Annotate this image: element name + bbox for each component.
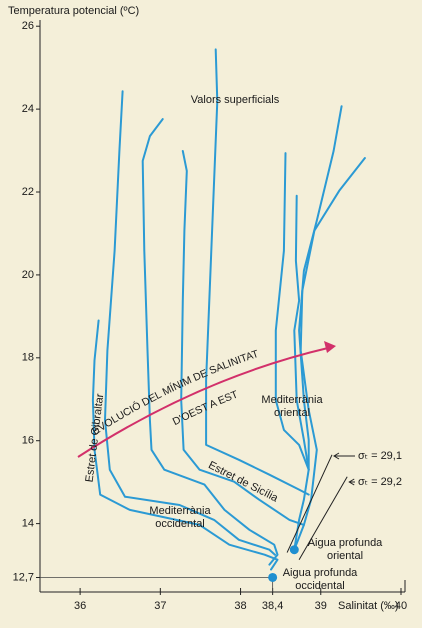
water-point [268,572,278,582]
x-tick-label: 39 [315,600,327,612]
water-point [289,545,299,555]
isopycnal-label: σₜ = 29,2 [358,476,402,488]
x-tick-label: 37 [154,600,166,612]
annotation: oriental [327,550,363,562]
annotation: Mediterrània [261,394,323,406]
curve [180,150,305,526]
curve [141,118,279,566]
trend-arrow [77,347,329,458]
annotation: Aigua profunda [308,537,383,549]
isopycnal [286,454,333,553]
y-axis-label: Temperatura potencial (ºC) [8,5,139,17]
isopycnal [298,476,348,560]
curve [274,152,310,471]
trend-arrowhead [324,341,336,353]
x-tick-label: 38,4 [262,600,283,612]
annotation: Aigua profunda [283,567,358,579]
curve [293,157,366,551]
x-tick-label: 36 [74,600,86,612]
annotation: occidental [295,580,345,592]
y-tick-label: 22 [22,186,34,198]
annotation: Mediterrània [149,505,211,517]
y-tick-label: 14 [22,518,34,530]
y-tick-label: 16 [22,435,34,447]
x-tick-label: 38 [234,600,246,612]
curve [91,319,279,571]
y-tick-label: 18 [22,352,34,364]
leader-arrow [348,478,355,486]
y-tick-label: 24 [22,103,34,115]
y-tick-label: 20 [22,269,34,281]
x-axis-label: Salinitat (‰) [338,600,399,612]
y-tick-label: 12,7 [13,571,34,583]
annotation: occidental [155,518,205,530]
leader-arrow [333,452,355,460]
curve [205,48,310,496]
curve [104,90,276,556]
curve [293,194,310,551]
annotation: oriental [274,407,310,419]
annotation: Valors superficials [191,94,280,106]
y-tick-label: 26 [22,20,34,32]
isopycnal-label: σₜ = 29,1 [358,450,402,462]
x-tick-label: 40 [395,600,407,612]
